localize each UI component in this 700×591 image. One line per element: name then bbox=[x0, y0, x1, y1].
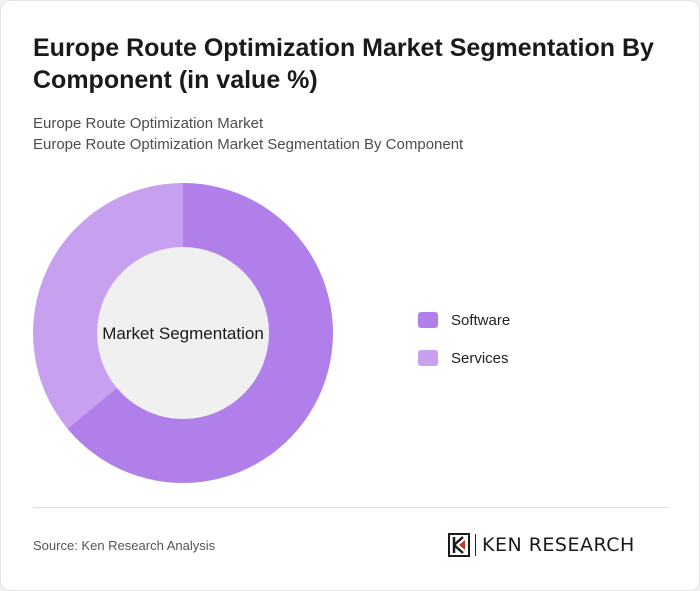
logo-wordmark: KEN RESEARCH bbox=[482, 534, 635, 556]
legend-swatch-services bbox=[418, 350, 438, 366]
donut-center bbox=[97, 247, 269, 419]
legend-item-services[interactable]: Services bbox=[418, 339, 510, 377]
donut-center-label: Market Segmentation bbox=[102, 324, 264, 343]
chart-legend: Software Services bbox=[418, 301, 510, 377]
ken-research-logo-mark bbox=[448, 533, 470, 557]
logo-separator bbox=[475, 534, 476, 556]
chart-subtitle-market: Europe Route Optimization Market bbox=[33, 115, 264, 132]
ken-research-logo: KEN RESEARCH bbox=[448, 532, 635, 558]
legend-item-software[interactable]: Software bbox=[418, 301, 510, 339]
legend-label-services: Services bbox=[451, 349, 509, 367]
chart-subtitle-segmentation: Europe Route Optimization Market Segment… bbox=[33, 136, 464, 153]
footer-divider bbox=[33, 507, 669, 508]
legend-label-software: Software bbox=[451, 311, 511, 329]
chart-title: Europe Route Optimization Market Segment… bbox=[33, 34, 654, 94]
source-note: Source: Ken Research Analysis bbox=[33, 538, 216, 553]
legend-swatch-software bbox=[418, 312, 438, 328]
